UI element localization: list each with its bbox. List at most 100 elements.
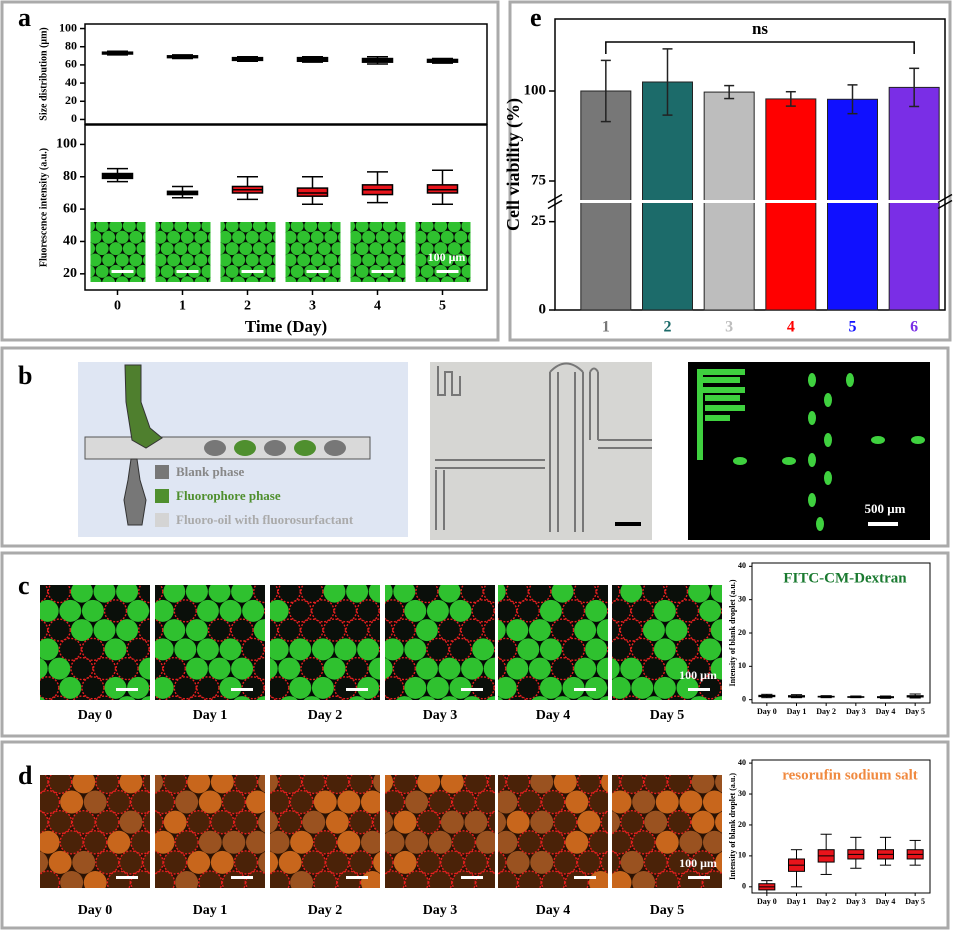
box [426, 184, 459, 194]
droplet [505, 585, 529, 604]
droplet [198, 830, 222, 854]
droplet [187, 695, 207, 700]
droplet [464, 810, 488, 834]
droplet [385, 789, 406, 815]
droplet [475, 789, 495, 815]
droplet [317, 242, 331, 256]
day-label: Day 2 [308, 903, 343, 918]
droplet [334, 638, 357, 661]
droplet [619, 775, 645, 795]
brightfield-image [430, 362, 652, 540]
droplet [60, 871, 84, 888]
droplet [447, 242, 461, 256]
droplet [415, 276, 427, 282]
droplet [325, 850, 350, 875]
droplet [385, 599, 405, 623]
droplet [427, 253, 441, 267]
droplet [622, 695, 641, 700]
droplet [539, 676, 562, 699]
droplet [631, 676, 654, 699]
scale-bar [461, 688, 483, 691]
scale-bar [688, 688, 710, 691]
droplet [136, 222, 146, 233]
droplet [337, 254, 341, 266]
droplet [498, 850, 507, 875]
droplet [142, 775, 150, 794]
droplet [447, 222, 461, 233]
droplet [155, 676, 174, 699]
micrograph [155, 775, 265, 888]
droplet [643, 850, 668, 875]
droplet [122, 242, 136, 256]
droplet [441, 696, 458, 700]
droplet [290, 242, 304, 256]
droplet [539, 638, 562, 661]
droplet [392, 618, 416, 642]
droplet [396, 242, 406, 256]
y-tick-label: 0 [742, 694, 746, 703]
droplet [173, 599, 198, 623]
droplet [232, 276, 246, 282]
x-tick-label: Day 0 [757, 897, 777, 906]
droplet [149, 683, 150, 693]
micrograph [415, 222, 471, 282]
droplet [375, 276, 389, 282]
x-tick-label: 1 [179, 298, 186, 313]
droplet [487, 810, 495, 834]
micrograph [270, 775, 380, 888]
droplet [245, 230, 259, 244]
droplet [219, 676, 242, 699]
droplet [40, 638, 59, 661]
droplet [289, 676, 312, 699]
droplet [245, 253, 259, 267]
droplet [201, 242, 211, 256]
y-tick-label: 0 [539, 301, 547, 317]
droplet [83, 830, 108, 855]
droplet [710, 585, 722, 603]
droplet [207, 254, 211, 266]
droplet [451, 789, 477, 815]
droplet [385, 830, 405, 854]
droplet [653, 676, 676, 699]
droplet [415, 619, 438, 642]
droplet [266, 242, 276, 256]
droplet [516, 599, 540, 623]
droplet [149, 608, 150, 614]
legend-label: Blank phase [176, 464, 245, 479]
droplet [369, 222, 383, 233]
droplet [129, 253, 143, 267]
droplet [415, 253, 427, 267]
droplet [574, 657, 597, 680]
droplet [174, 830, 199, 855]
droplet [160, 242, 174, 256]
droplet [418, 696, 436, 700]
droplet [81, 637, 105, 662]
micrograph [612, 585, 722, 700]
droplet [185, 619, 208, 642]
droplet [174, 242, 188, 256]
break-mark [547, 199, 563, 210]
droplet [245, 830, 265, 854]
droplet [126, 637, 150, 662]
droplet [561, 637, 586, 662]
droplet [675, 637, 700, 662]
droplet [553, 775, 577, 794]
droplet [174, 222, 188, 233]
droplet [163, 810, 187, 834]
droplet [138, 657, 150, 680]
droplet [230, 618, 254, 642]
droplet [136, 242, 146, 256]
droplet [454, 276, 468, 282]
droplet [498, 657, 507, 680]
micrograph [385, 775, 495, 888]
droplet [324, 253, 338, 267]
droplet [280, 696, 298, 700]
y-tick-label: 40 [63, 234, 77, 249]
droplet [554, 696, 571, 700]
droplet [460, 585, 484, 604]
droplet [325, 810, 349, 834]
droplet [448, 637, 473, 662]
droplet [270, 775, 279, 793]
droplet [221, 870, 247, 888]
